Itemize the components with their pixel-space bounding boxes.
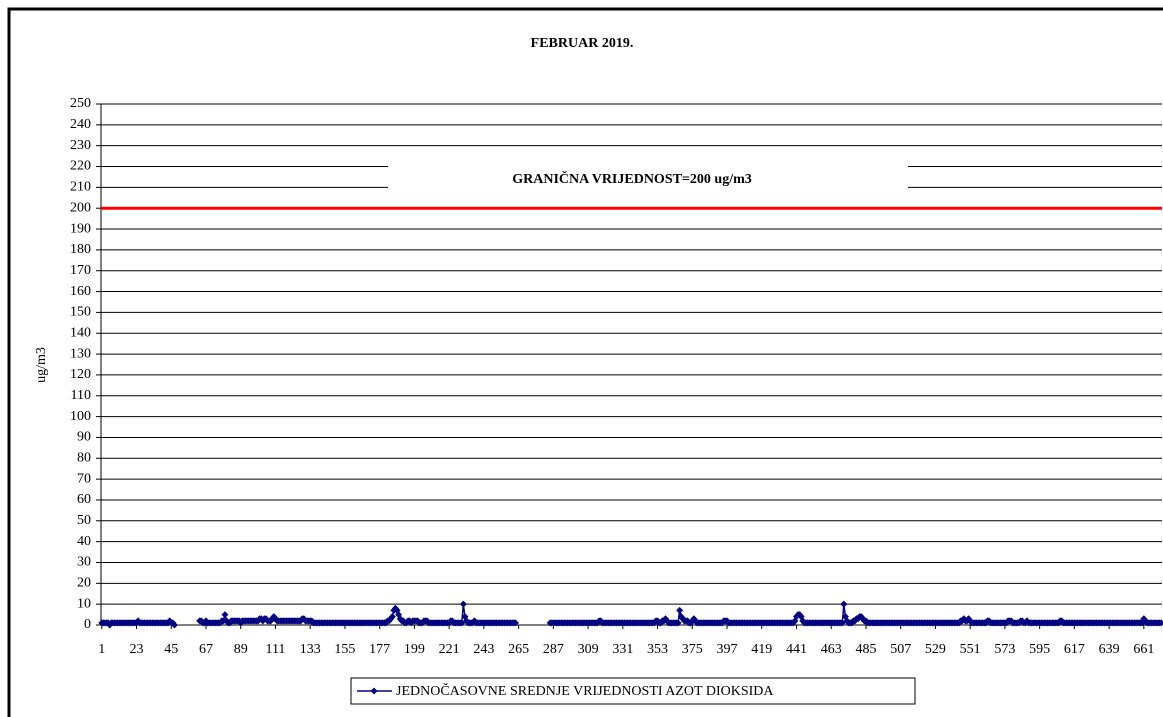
threshold-label: GRANIČNA VRIJEDNOST=200 ug/m3 <box>512 170 752 187</box>
point-marker <box>221 611 229 619</box>
x-tick-label: 375 <box>682 642 703 657</box>
point-marker <box>1157 619 1163 627</box>
y-tick-label: 160 <box>70 284 91 299</box>
x-tick-label: 265 <box>508 642 529 657</box>
x-tick-label: 573 <box>994 642 1015 657</box>
x-tick-label: 353 <box>647 642 668 657</box>
legend-marker <box>370 687 378 695</box>
x-tick-label: 463 <box>821 642 842 657</box>
x-tick-label: 199 <box>404 642 425 657</box>
y-tick-label: 150 <box>70 305 91 320</box>
y-tick-label: 240 <box>70 117 91 132</box>
point-marker <box>511 619 519 627</box>
x-tick-label: 309 <box>578 642 599 657</box>
point-marker <box>676 606 684 614</box>
x-tick-label: 45 <box>164 642 178 657</box>
x-tick-label: 177 <box>369 642 390 657</box>
x-tick-label: 221 <box>439 642 460 657</box>
y-tick-label: 80 <box>77 450 91 465</box>
point-marker <box>840 600 848 608</box>
y-axis-label: ug/m3 <box>34 347 49 383</box>
y-tick-label: 120 <box>70 367 91 382</box>
x-tick-label: 243 <box>473 642 494 657</box>
x-tick-label: 111 <box>265 642 285 657</box>
legend-box <box>350 677 916 705</box>
x-tick-label: 485 <box>855 642 876 657</box>
x-tick-label: 595 <box>1029 642 1050 657</box>
y-tick-label: 60 <box>77 492 91 507</box>
x-tick-label: 507 <box>890 642 911 657</box>
x-tick-label: 89 <box>234 642 248 657</box>
x-tick-label: 419 <box>751 642 772 657</box>
y-tick-label: 130 <box>70 346 91 361</box>
x-tick-label: 155 <box>334 642 355 657</box>
y-tick-label: 220 <box>70 159 91 174</box>
x-tick-label: 529 <box>925 642 946 657</box>
y-tick-label: 20 <box>77 576 91 591</box>
y-tick-label: 180 <box>70 242 91 257</box>
y-tick-label: 110 <box>71 388 91 403</box>
x-tick-label: 1 <box>98 642 105 657</box>
point-marker <box>388 613 396 621</box>
x-tick-label: 287 <box>543 642 564 657</box>
x-tick-label: 331 <box>612 642 633 657</box>
x-tick-label: 617 <box>1064 642 1085 657</box>
chart-frame <box>7 7 1163 717</box>
x-tick-label: 639 <box>1099 642 1120 657</box>
y-tick-label: 250 <box>70 96 91 111</box>
y-tick-label: 0 <box>84 617 91 632</box>
x-tick-label: 661 <box>1133 642 1154 657</box>
threshold-label-box <box>388 160 908 198</box>
y-tick-label: 50 <box>77 513 91 528</box>
y-tick-label: 140 <box>70 325 91 340</box>
point-marker <box>1018 617 1026 625</box>
x-tick-label: 67 <box>199 642 213 657</box>
y-tick-label: 190 <box>70 221 91 236</box>
x-tick-label: 23 <box>130 642 144 657</box>
point-marker <box>459 600 467 608</box>
legend-label: JEDNOČASOVNE SREDNJE VRIJEDNOSTI AZOT DI… <box>396 682 774 699</box>
y-tick-label: 170 <box>70 263 91 278</box>
x-tick-label: 441 <box>786 642 807 657</box>
y-tick-label: 230 <box>70 138 91 153</box>
y-tick-label: 200 <box>70 200 91 215</box>
y-tick-label: 30 <box>77 555 91 570</box>
y-tick-label: 10 <box>77 596 91 611</box>
y-tick-label: 90 <box>77 430 91 445</box>
y-tick-label: 40 <box>77 534 91 549</box>
y-tick-label: 70 <box>77 471 91 486</box>
y-tick-label: 210 <box>70 180 91 195</box>
y-tick-label: 100 <box>70 409 91 424</box>
x-tick-label: 133 <box>300 642 321 657</box>
point-marker <box>170 621 178 629</box>
x-tick-label: 397 <box>717 642 738 657</box>
chart-title: FEBRUAR 2019. <box>531 36 634 51</box>
point-marker <box>674 619 682 627</box>
x-tick-label: 551 <box>960 642 981 657</box>
